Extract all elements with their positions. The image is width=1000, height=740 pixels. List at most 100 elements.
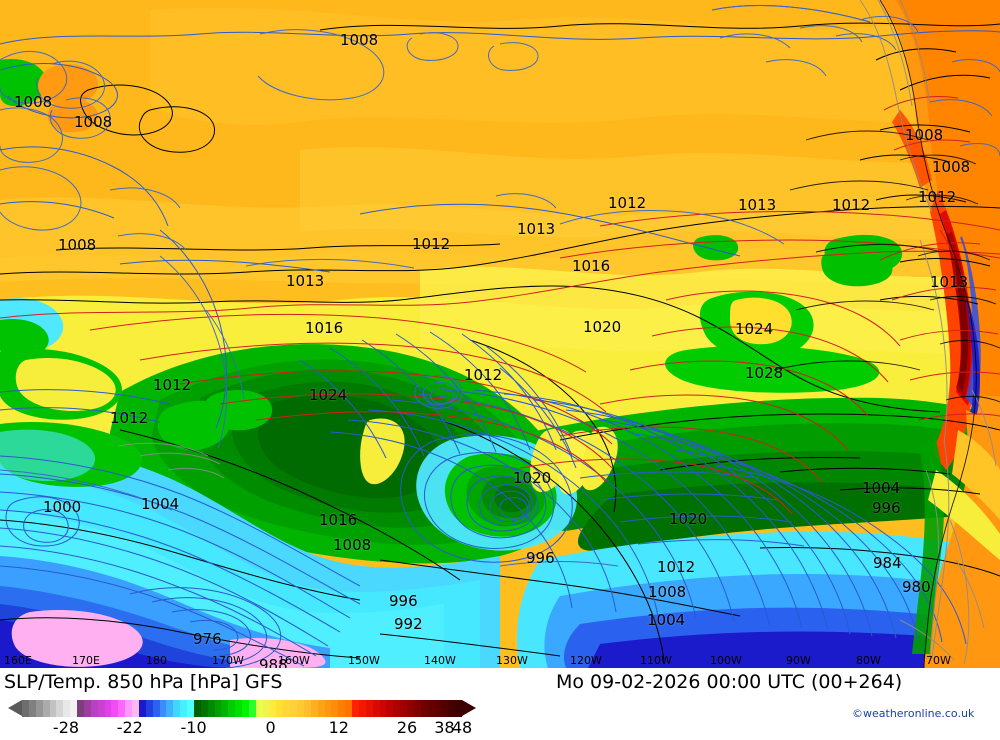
isobar-label: 1020 xyxy=(583,318,622,336)
isobar-label: 1016 xyxy=(305,319,344,337)
longitude-label: 120W xyxy=(570,654,602,667)
colorbar-segment xyxy=(125,700,132,717)
isobar-label: 1008 xyxy=(14,93,53,111)
colorbar-segment xyxy=(138,700,146,717)
colorbar-segment xyxy=(207,700,215,717)
colorbar-segment xyxy=(42,700,50,717)
colorbar-tick-labels: -28 -22 -10 0 12 26 38 48 xyxy=(22,718,472,740)
colorbar-segment xyxy=(441,700,449,717)
isobar-label: 1028 xyxy=(745,364,784,382)
colorbar-segment xyxy=(407,700,414,717)
colorbar-segment xyxy=(132,700,139,717)
colorbar-tick: -10 xyxy=(180,718,207,737)
colorbar-right-cap xyxy=(462,700,476,716)
colorbar-segment xyxy=(386,700,394,717)
colorbar-segment xyxy=(303,700,311,717)
colorbar-segment xyxy=(393,700,401,717)
isobar-label: 1016 xyxy=(572,257,611,275)
isobar-label: 1008 xyxy=(333,536,372,554)
colorbar-segment xyxy=(372,700,380,717)
map-canvas[interactable]: 1008 1008 1008 1008 1012 1013 1012 1012 1013 1016… xyxy=(0,0,1000,668)
isobar-label: 996 xyxy=(526,549,555,567)
colorbar-segment xyxy=(331,700,339,717)
colorbar-segment xyxy=(221,700,229,717)
isobar-label: 1016 xyxy=(319,511,358,529)
longitude-label: 170E xyxy=(72,654,100,667)
colorbar-segment xyxy=(22,700,29,717)
colorbar-segment xyxy=(400,700,407,717)
isobar-label: 1008 xyxy=(58,236,97,254)
run-timestamp: Mo 09-02-2026 00:00 UTC (00+264) xyxy=(556,671,903,693)
colorbar-tick: -28 xyxy=(52,718,80,737)
isobar-label: 992 xyxy=(394,615,423,633)
colorbar-segment xyxy=(28,700,36,717)
colorbar-segment xyxy=(248,700,256,717)
colorbar-segment xyxy=(111,700,119,717)
colorbar-segment xyxy=(187,700,194,717)
copyright-credit: ©weatheronline.co.uk xyxy=(852,707,975,720)
colorbar-segment xyxy=(352,700,359,717)
isobar-label: 996 xyxy=(872,499,901,517)
colorbar-segment xyxy=(317,700,325,717)
longitude-label: 130W xyxy=(496,654,528,667)
longitude-label: 70W xyxy=(926,654,951,667)
isobar-label: 1024 xyxy=(735,320,774,338)
colorbar-tick: 48 xyxy=(451,718,473,737)
isobar-label: 984 xyxy=(873,554,902,572)
colorbar-tick: -22 xyxy=(116,718,143,737)
colorbar-segment xyxy=(434,700,442,717)
colorbar-segment xyxy=(255,700,263,717)
isobar-label: 1020 xyxy=(513,469,552,487)
isobar-label: 1013 xyxy=(517,220,556,238)
isobar-label: 976 xyxy=(193,630,222,648)
longitude-label: 150W xyxy=(348,654,380,667)
longitude-label: 160E xyxy=(4,654,32,667)
colorbar-segment xyxy=(152,700,160,717)
isobar-label: 1008 xyxy=(74,113,113,131)
longitude-label: 100W xyxy=(710,654,742,667)
colorbar-segment xyxy=(214,700,222,717)
isobar-label: 1013 xyxy=(930,273,969,291)
colorbar-segment xyxy=(413,700,421,717)
isobar-label: 1012 xyxy=(608,194,647,212)
colorbar-tick: 0 xyxy=(265,718,276,737)
colorbar-segment xyxy=(338,700,346,717)
colorbar-segment xyxy=(35,700,43,717)
isobar-label: 1013 xyxy=(286,272,325,290)
longitude-label: 160W xyxy=(278,654,310,667)
isobar-label: 1004 xyxy=(141,495,180,513)
colorbar-segment xyxy=(63,700,71,717)
colorbar-segment xyxy=(269,700,277,717)
isobar-label: 996 xyxy=(389,592,418,610)
colorbar-segment xyxy=(297,700,304,717)
colorbar-segment xyxy=(420,700,428,717)
longitude-label: 180 xyxy=(146,654,167,667)
longitude-label: 90W xyxy=(786,654,811,667)
isobar-label: 1008 xyxy=(905,126,944,144)
colorbar-segment xyxy=(379,700,387,717)
map-graphics xyxy=(0,0,1000,668)
isobar-label: 1012 xyxy=(657,558,696,576)
colorbar-segment xyxy=(455,700,462,717)
isobar-label: 1013 xyxy=(738,196,777,214)
longitude-label: 140W xyxy=(424,654,456,667)
colorbar-segment xyxy=(324,700,332,717)
colorbar-segment xyxy=(235,700,242,717)
colorbar-segment xyxy=(173,700,181,717)
isobar-label: 1024 xyxy=(309,386,348,404)
colorbar-segment xyxy=(118,700,126,717)
isobar-label: 1004 xyxy=(862,479,901,497)
isobar-label: 1008 xyxy=(932,158,971,176)
colorbar-segment xyxy=(56,700,64,717)
colorbar-tick: 12 xyxy=(328,718,349,737)
colorbar-segment xyxy=(276,700,284,717)
colorbar-strip xyxy=(22,700,462,717)
colorbar-tick: 38 xyxy=(434,718,455,737)
isobar-label: 1012 xyxy=(832,196,871,214)
colorbar-segment xyxy=(283,700,291,717)
longitude-label: 110W xyxy=(640,654,672,667)
product-title: SLP/Temp. 850 hPa [hPa] GFS xyxy=(4,671,283,693)
isobar-label: 1012 xyxy=(464,366,503,384)
colorbar-left-cap xyxy=(8,700,22,716)
